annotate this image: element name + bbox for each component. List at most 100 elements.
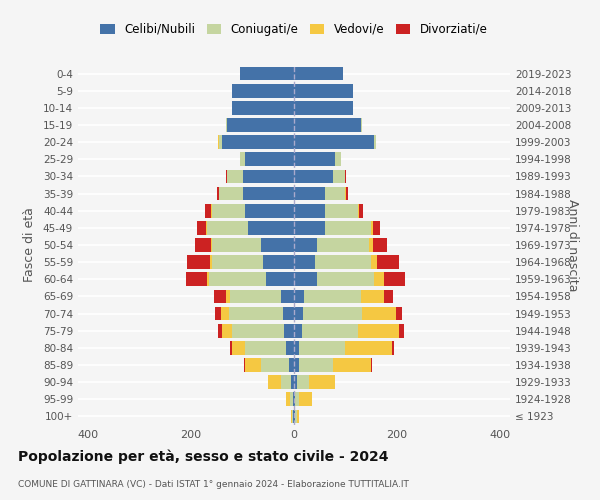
Bar bbox=[232, 84, 294, 98]
Bar bbox=[222, 324, 232, 338]
Bar bbox=[197, 221, 206, 234]
Bar bbox=[361, 118, 362, 132]
Bar bbox=[284, 324, 294, 338]
Bar bbox=[220, 136, 222, 149]
Bar bbox=[294, 290, 304, 304]
Bar bbox=[214, 290, 226, 304]
Bar bbox=[291, 410, 292, 424]
Bar bbox=[317, 272, 374, 286]
Bar bbox=[317, 238, 368, 252]
Text: Popolazione per età, sesso e stato civile - 2024: Popolazione per età, sesso e stato civil… bbox=[18, 450, 389, 464]
Bar bbox=[325, 204, 358, 218]
Bar bbox=[295, 410, 296, 424]
Bar bbox=[310, 376, 335, 389]
Bar bbox=[286, 341, 294, 354]
Bar bbox=[294, 84, 353, 98]
Bar bbox=[400, 324, 404, 338]
Y-axis label: Fasce di età: Fasce di età bbox=[23, 208, 36, 282]
Bar bbox=[211, 238, 212, 252]
Bar bbox=[210, 256, 212, 269]
Bar bbox=[209, 272, 266, 286]
Y-axis label: Anni di nascita: Anni di nascita bbox=[566, 198, 578, 291]
Bar bbox=[232, 324, 284, 338]
Bar bbox=[186, 272, 206, 286]
Bar bbox=[304, 290, 361, 304]
Bar bbox=[294, 272, 317, 286]
Text: COMUNE DI GATTINARA (VC) - Dati ISTAT 1° gennaio 2024 - Elaborazione TUTTITALIA.: COMUNE DI GATTINARA (VC) - Dati ISTAT 1°… bbox=[18, 480, 409, 489]
Bar bbox=[222, 136, 294, 149]
Bar bbox=[245, 152, 294, 166]
Bar bbox=[294, 66, 343, 80]
Bar bbox=[212, 238, 260, 252]
Bar bbox=[260, 238, 294, 252]
Bar bbox=[325, 221, 371, 234]
Bar bbox=[218, 136, 220, 149]
Bar bbox=[230, 290, 281, 304]
Bar bbox=[377, 256, 399, 269]
Bar bbox=[295, 392, 299, 406]
Bar bbox=[226, 170, 227, 183]
Bar bbox=[232, 101, 294, 114]
Bar bbox=[299, 341, 346, 354]
Bar bbox=[368, 238, 373, 252]
Bar bbox=[268, 376, 281, 389]
Bar bbox=[296, 376, 310, 389]
Bar bbox=[346, 341, 392, 354]
Bar bbox=[226, 290, 230, 304]
Bar bbox=[294, 238, 317, 252]
Bar bbox=[294, 376, 296, 389]
Bar bbox=[227, 118, 294, 132]
Bar bbox=[292, 410, 293, 424]
Bar bbox=[240, 66, 294, 80]
Bar bbox=[187, 256, 210, 269]
Bar bbox=[294, 410, 295, 424]
Bar bbox=[371, 358, 372, 372]
Bar bbox=[294, 204, 325, 218]
Bar bbox=[217, 186, 220, 200]
Bar bbox=[362, 306, 396, 320]
Bar bbox=[299, 358, 332, 372]
Bar bbox=[358, 324, 400, 338]
Bar bbox=[384, 290, 393, 304]
Bar bbox=[371, 221, 373, 234]
Bar bbox=[266, 272, 294, 286]
Bar bbox=[245, 341, 286, 354]
Bar bbox=[294, 324, 302, 338]
Bar bbox=[220, 186, 242, 200]
Bar bbox=[294, 101, 353, 114]
Bar bbox=[294, 306, 303, 320]
Bar bbox=[303, 306, 362, 320]
Bar bbox=[392, 341, 394, 354]
Bar bbox=[294, 392, 295, 406]
Bar bbox=[205, 204, 211, 218]
Bar bbox=[374, 136, 376, 149]
Bar bbox=[206, 221, 248, 234]
Bar bbox=[232, 341, 245, 354]
Bar bbox=[263, 256, 294, 269]
Bar bbox=[335, 152, 341, 166]
Bar bbox=[289, 358, 294, 372]
Bar bbox=[229, 306, 283, 320]
Legend: Celibi/Nubili, Coniugati/e, Vedovi/e, Divorziati/e: Celibi/Nubili, Coniugati/e, Vedovi/e, Di… bbox=[95, 18, 493, 40]
Bar bbox=[299, 392, 312, 406]
Bar bbox=[384, 272, 404, 286]
Bar bbox=[206, 272, 209, 286]
Bar bbox=[294, 118, 361, 132]
Bar bbox=[294, 136, 374, 149]
Bar bbox=[294, 358, 299, 372]
Bar bbox=[292, 376, 294, 389]
Bar bbox=[242, 186, 294, 200]
Bar bbox=[212, 204, 245, 218]
Bar bbox=[195, 238, 211, 252]
Bar bbox=[396, 306, 402, 320]
Bar bbox=[325, 186, 346, 200]
Bar bbox=[359, 204, 363, 218]
Bar bbox=[293, 410, 294, 424]
Bar bbox=[244, 358, 245, 372]
Bar bbox=[240, 152, 245, 166]
Bar bbox=[293, 392, 294, 406]
Bar bbox=[294, 186, 325, 200]
Bar bbox=[281, 290, 294, 304]
Bar bbox=[294, 170, 332, 183]
Bar bbox=[294, 256, 314, 269]
